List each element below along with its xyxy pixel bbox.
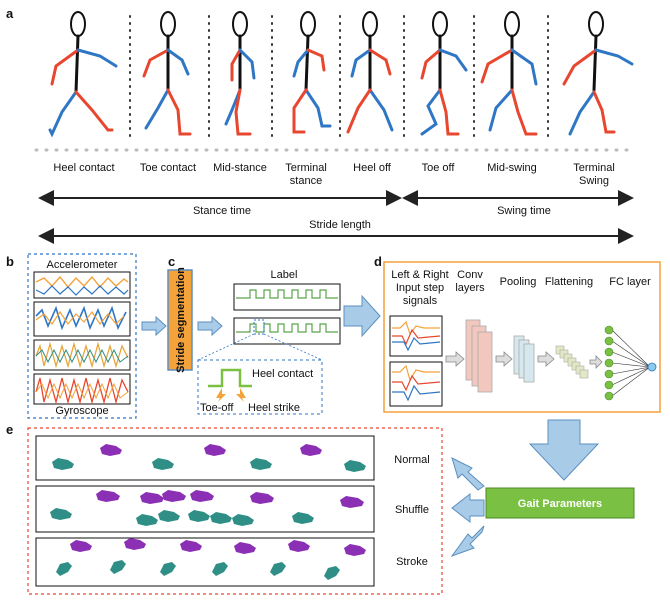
panel-letter-b: b	[6, 254, 14, 269]
fc-layer-nodes	[604, 325, 657, 401]
phase-label: stance	[290, 175, 322, 187]
stride-length-label: Stride length	[309, 219, 371, 231]
normal-row	[35, 435, 375, 481]
phase-label: Mid-stance	[213, 162, 267, 174]
footprints-shuffle	[50, 490, 364, 526]
stance-time-label: Stance time	[193, 205, 251, 217]
panel-letter-a: a	[6, 6, 14, 21]
stick-figure-terminal-stance	[292, 11, 332, 134]
normal-label: Normal	[394, 454, 429, 466]
stick-figure-terminal-swing	[562, 11, 634, 136]
flatten-layers	[555, 345, 589, 379]
arrow-to-pooling	[495, 351, 513, 367]
input-label: Input step	[396, 282, 444, 294]
label-signal-plots	[233, 283, 341, 345]
arrow-c-internal	[197, 315, 223, 337]
gait-parameters-label: Gait Parameters	[518, 498, 602, 510]
conv-label: Conv	[457, 269, 483, 281]
sensor-traces	[33, 271, 131, 405]
heel-strike-marker	[236, 388, 246, 402]
phase-separators	[129, 15, 549, 141]
arrow-to-normal	[451, 457, 485, 491]
phase-label: Terminal	[285, 162, 327, 174]
heel-contact-label: Heel contact	[252, 368, 313, 380]
fc-layer-label: FC layer	[609, 276, 651, 288]
phase-label: Heel contact	[53, 162, 114, 174]
arrow-c-to-d	[343, 294, 381, 338]
arrow-to-conv	[445, 351, 465, 367]
stick-figure-mid-swing	[480, 11, 538, 136]
shuffle-label: Shuffle	[395, 504, 429, 516]
phase-label: Toe contact	[140, 162, 196, 174]
heel-contact-zoom-box	[197, 359, 323, 415]
heel-contact-pulse	[208, 368, 252, 388]
stroke-label: Stroke	[396, 556, 428, 568]
footprint-box	[27, 427, 443, 595]
stick-figure-heel-contact	[48, 11, 118, 138]
stick-figure-toe-off	[420, 11, 468, 136]
sensor-signals-box	[27, 253, 137, 419]
stride-segmentation-box	[167, 269, 193, 371]
arrow-down-to-parameters	[528, 419, 600, 481]
swing-time-label: Swing time	[497, 205, 551, 217]
stride-segmentation-label: Stride segmentation	[175, 267, 187, 373]
gyroscope-label: Gyroscope	[55, 405, 108, 417]
label-signal-title: Label	[271, 269, 298, 281]
phase-label: Heel off	[353, 162, 392, 174]
toe-off-marker	[216, 388, 226, 402]
cnn-box	[383, 261, 661, 413]
arrow-to-fc	[589, 355, 603, 369]
flattening-label: Flattening	[545, 276, 593, 288]
stick-figure-mid-stance	[224, 11, 256, 136]
heel-strike-label: Heel strike	[248, 402, 300, 414]
phase-label: Swing	[579, 175, 609, 187]
conv-layers	[465, 319, 493, 393]
input-label: Left & Right	[391, 269, 448, 281]
phase-labels: Heel contact Toe contact Mid-stance Term…	[53, 162, 614, 187]
accelerometer-label: Accelerometer	[47, 259, 118, 271]
zoom-connector	[263, 333, 323, 361]
phase-label: Mid-swing	[487, 162, 537, 174]
stroke-row	[35, 537, 375, 587]
arrow-b-to-c	[141, 315, 167, 337]
arrow-to-stroke	[450, 525, 485, 558]
footprints-stroke	[56, 538, 366, 580]
phase-label: Toe off	[422, 162, 456, 174]
gait-parameters-box	[485, 487, 635, 519]
arrow-to-shuffle	[451, 492, 485, 524]
phase-label: Terminal	[573, 162, 615, 174]
toe-off-label: Toe-off	[200, 402, 234, 414]
arrow-to-flatten	[537, 351, 555, 367]
input-label: signals	[403, 295, 438, 307]
pooling-layers	[513, 335, 535, 383]
pooling-label: Pooling	[500, 276, 537, 288]
panel-letter-e: e	[6, 422, 13, 437]
stick-figure-heel-off	[346, 11, 394, 134]
panel-letter-d: d	[374, 254, 382, 269]
stick-figures	[48, 11, 634, 138]
input-signals-plot	[389, 315, 443, 407]
stick-figure-toe-contact	[142, 11, 192, 136]
footprints-normal	[52, 444, 366, 472]
conv-label: layers	[455, 282, 485, 294]
panel-letter-c: c	[168, 254, 175, 269]
zoom-connector	[197, 333, 255, 361]
